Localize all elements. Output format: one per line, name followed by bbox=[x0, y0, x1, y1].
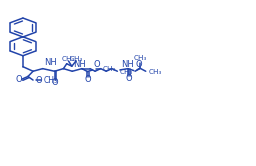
Text: CH₃: CH₃ bbox=[44, 76, 58, 84]
Text: CH₃: CH₃ bbox=[103, 66, 116, 72]
Text: O: O bbox=[51, 78, 58, 87]
Text: CH₃: CH₃ bbox=[61, 56, 75, 62]
Text: O: O bbox=[85, 75, 92, 84]
Text: NH: NH bbox=[44, 58, 57, 67]
Text: O: O bbox=[135, 60, 142, 69]
Text: NH: NH bbox=[121, 60, 134, 69]
Text: NH: NH bbox=[73, 60, 86, 69]
Text: CH₃: CH₃ bbox=[133, 55, 147, 61]
Text: CH₃: CH₃ bbox=[119, 69, 133, 75]
Text: O: O bbox=[15, 75, 22, 84]
Text: O: O bbox=[94, 60, 100, 69]
Text: O: O bbox=[125, 74, 132, 83]
Text: O: O bbox=[35, 76, 42, 85]
Text: CH₃: CH₃ bbox=[148, 69, 162, 75]
Text: CH₃: CH₃ bbox=[70, 56, 83, 62]
